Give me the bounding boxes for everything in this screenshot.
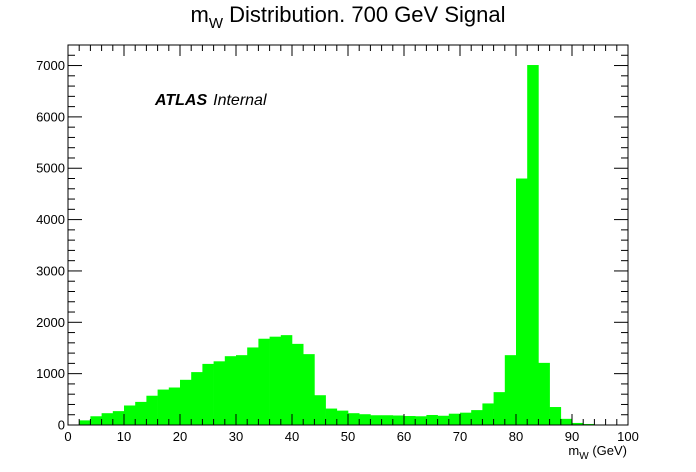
histogram-bar xyxy=(90,416,102,425)
x-tick-label: 10 xyxy=(117,429,131,444)
histogram-bar xyxy=(258,338,270,425)
histogram-bar xyxy=(269,336,282,425)
x-tick-label: 60 xyxy=(397,429,411,444)
histogram-bar xyxy=(460,412,472,425)
x-tick-labels: 0 10 20 30 40 50 60 70 80 90 100 xyxy=(64,429,638,444)
y-tick-label: 5000 xyxy=(36,161,65,176)
histogram-bar xyxy=(236,355,248,425)
histogram-bar xyxy=(516,178,528,425)
histogram-bar xyxy=(482,403,494,425)
x-tick-label: 80 xyxy=(509,429,523,444)
y-tick-label: 1000 xyxy=(36,366,65,381)
histogram-bar xyxy=(135,401,147,425)
histogram-bar xyxy=(168,387,181,425)
histogram-bar xyxy=(471,410,483,425)
x-tick-label: 90 xyxy=(565,429,579,444)
histogram-bar xyxy=(224,356,237,425)
histogram-bar xyxy=(124,405,136,425)
histogram-bar xyxy=(560,418,573,425)
histogram-bars xyxy=(68,65,629,425)
histogram-bar xyxy=(146,395,158,425)
histogram-bar xyxy=(538,362,550,425)
chart-title: mW Distribution. 700 GeV Signal xyxy=(191,2,506,32)
x-tick-label: 30 xyxy=(229,429,243,444)
x-tick-label: 70 xyxy=(453,429,467,444)
histogram-bar xyxy=(280,335,293,425)
axis-ticks xyxy=(67,44,629,426)
y-tick-label: 6000 xyxy=(36,109,65,124)
histogram-bar xyxy=(213,361,226,425)
histogram-bar xyxy=(79,420,91,425)
atlas-annotation: ATLAS Internal xyxy=(154,92,267,109)
histogram-bar xyxy=(180,379,192,425)
y-tick-labels: 0 1000 2000 3000 4000 5000 6000 7000 xyxy=(36,58,65,432)
histogram-bar xyxy=(336,410,349,425)
histogram-bar xyxy=(370,415,382,425)
histogram-bar xyxy=(314,395,326,425)
x-tick-label: 50 xyxy=(341,429,355,444)
histogram-bar xyxy=(493,392,506,425)
x-tick-label: 0 xyxy=(64,429,71,444)
histogram-bar xyxy=(504,355,517,425)
histogram-bar xyxy=(426,414,438,425)
histogram-bar xyxy=(448,413,461,425)
histogram-bar xyxy=(415,416,427,425)
y-tick-label: 4000 xyxy=(36,212,65,227)
y-tick-label: 3000 xyxy=(36,263,65,278)
histogram-bar xyxy=(549,407,562,425)
x-axis-title: mW (GeV) xyxy=(568,443,627,462)
histogram-bar xyxy=(583,423,595,425)
histogram-bar xyxy=(112,411,125,425)
histogram-bar xyxy=(202,363,214,425)
histogram-bar xyxy=(292,343,304,425)
histogram-bar xyxy=(325,408,338,425)
histogram-bar xyxy=(101,413,114,425)
histogram-bar xyxy=(381,415,394,425)
histogram-bar xyxy=(404,416,416,425)
histogram-bar xyxy=(392,415,405,425)
histogram-bar xyxy=(437,415,450,425)
y-tick-label: 7000 xyxy=(36,58,65,73)
histogram-bar xyxy=(527,65,539,425)
y-tick-label: 0 xyxy=(58,418,65,433)
histogram-bar xyxy=(157,389,170,425)
histogram-bar xyxy=(359,414,371,425)
histogram-bar xyxy=(191,372,203,425)
histogram-bar xyxy=(247,347,259,425)
histogram-bar xyxy=(348,413,360,425)
x-tick-label: 100 xyxy=(617,429,639,444)
x-tick-label: 40 xyxy=(285,429,299,444)
histogram-bar xyxy=(572,422,584,425)
histogram-bar xyxy=(303,354,315,425)
x-tick-label: 20 xyxy=(173,429,187,444)
y-tick-label: 2000 xyxy=(36,315,65,330)
